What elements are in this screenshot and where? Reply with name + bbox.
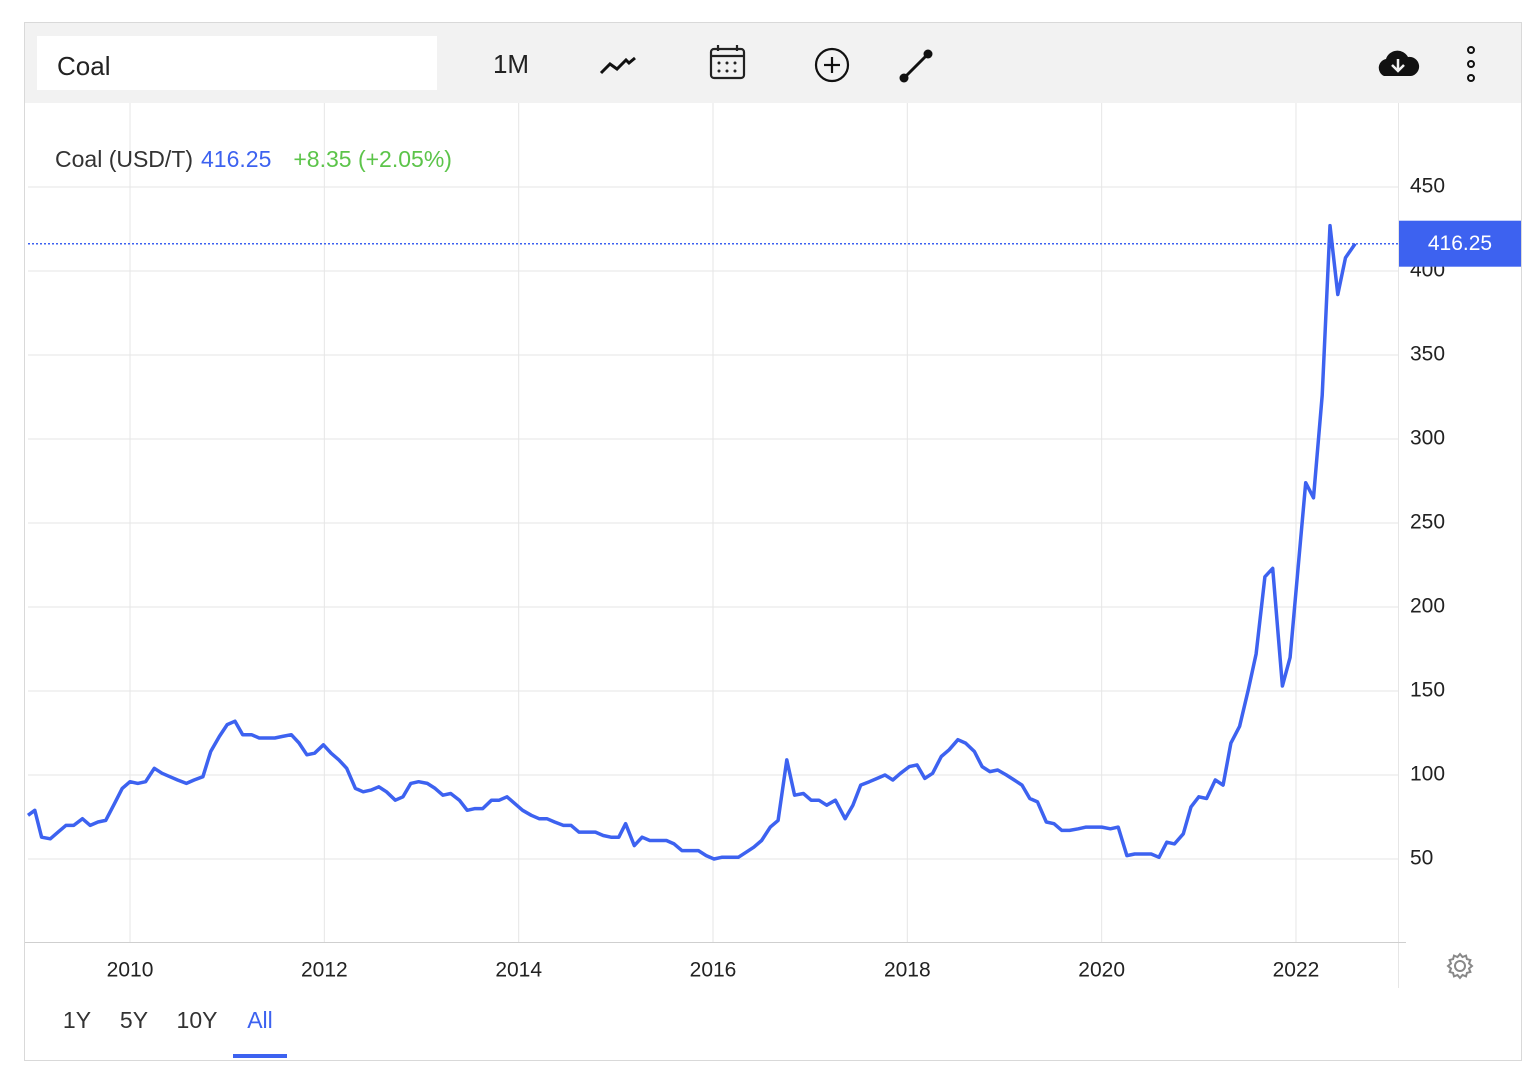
legend: Coal (USD/T) 416.25 +8.35 (+2.05%) bbox=[55, 146, 452, 172]
chart-type-icon[interactable] bbox=[599, 56, 636, 75]
settings-icon[interactable] bbox=[1446, 952, 1474, 980]
draw-icon[interactable] bbox=[899, 49, 933, 83]
range-button[interactable]: 5Y bbox=[120, 1007, 148, 1033]
legend-change: +8.35 (+2.05%) bbox=[293, 146, 452, 172]
y-tick-label: 150 bbox=[1410, 679, 1445, 702]
compare-icon[interactable] bbox=[814, 47, 850, 83]
legend-value: 416.25 bbox=[201, 146, 271, 172]
y-tick-label: 250 bbox=[1410, 511, 1445, 534]
x-tick-label: 2020 bbox=[1078, 959, 1125, 982]
range-button[interactable]: 1Y bbox=[63, 1007, 91, 1033]
x-tick-label: 2014 bbox=[495, 959, 542, 982]
range-buttons: 1Y 5Y 10Y All bbox=[63, 1007, 287, 1058]
y-tick-label: 350 bbox=[1410, 343, 1445, 366]
menu-icon[interactable] bbox=[1467, 46, 1475, 82]
calendar-icon[interactable] bbox=[709, 45, 746, 80]
range-button[interactable]: All bbox=[247, 1007, 273, 1033]
x-tick-label: 2016 bbox=[690, 959, 737, 982]
x-tick-label: 2018 bbox=[884, 959, 931, 982]
y-tick-label: 200 bbox=[1410, 595, 1445, 618]
search-box[interactable] bbox=[37, 36, 437, 90]
legend-name: Coal (USD/T) bbox=[55, 146, 193, 172]
price-tag bbox=[1399, 220, 1521, 267]
interval-button[interactable]: 1M bbox=[493, 49, 529, 79]
y-tick-label: 300 bbox=[1410, 427, 1445, 450]
y-tick-label: 50 bbox=[1410, 847, 1433, 870]
search-text[interactable]: Coal bbox=[57, 51, 110, 81]
frame bbox=[24, 22, 1522, 1061]
range-active-underline bbox=[233, 1054, 287, 1058]
x-tick-label: 2022 bbox=[1273, 959, 1320, 982]
price-line bbox=[26, 223, 1357, 861]
range-button[interactable]: 10Y bbox=[177, 1007, 218, 1033]
price-tag-label: 416.25 bbox=[1428, 232, 1492, 255]
download-icon[interactable] bbox=[1378, 50, 1420, 76]
x-tick-label: 2012 bbox=[301, 959, 348, 982]
x-tick-label: 2010 bbox=[107, 959, 154, 982]
y-tick-label: 100 bbox=[1410, 763, 1445, 786]
y-tick-label: 450 bbox=[1410, 175, 1445, 198]
